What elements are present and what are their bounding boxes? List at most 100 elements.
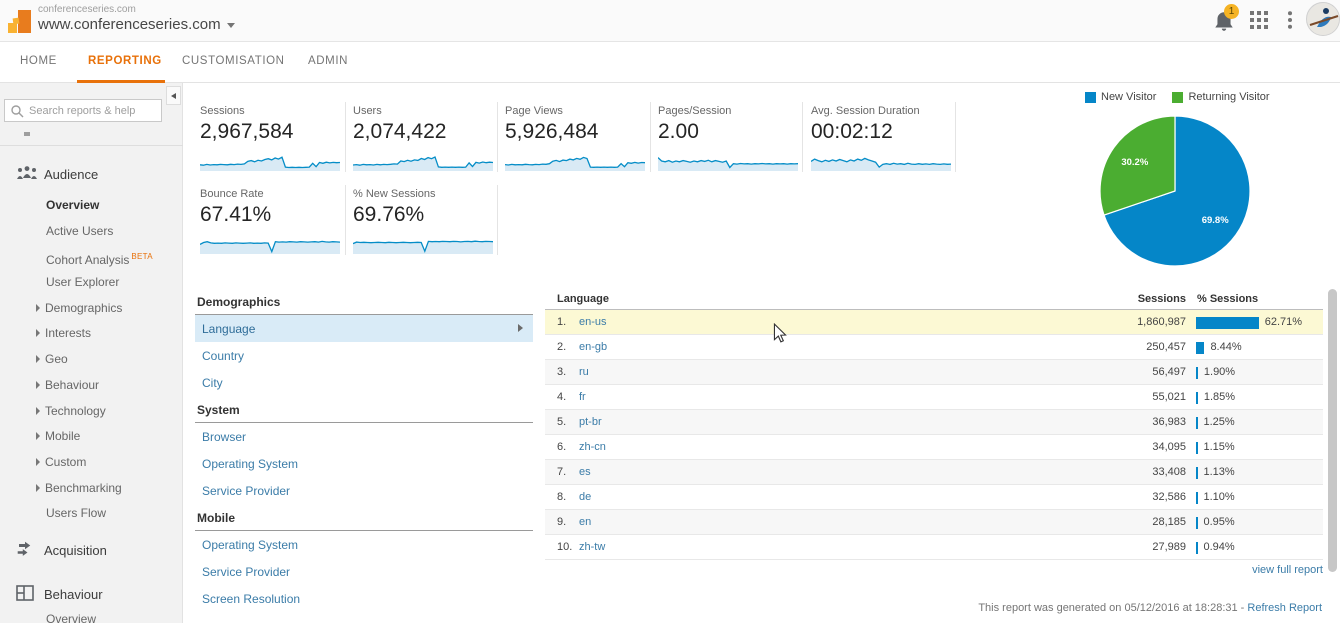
expand-arrow-icon [36, 406, 40, 415]
language-link[interactable]: zh-tw [579, 541, 606, 553]
pct-value: 1.85% [1203, 391, 1236, 403]
sidebar-item-geo[interactable]: Geo [0, 347, 183, 373]
sessions-value: 250,457 [1146, 341, 1186, 353]
acquisition-arrows-icon [17, 541, 31, 556]
table-row[interactable]: 1. en-us 1,860,987 62.71% [545, 310, 1323, 335]
sidebar-item-benchmarking[interactable]: Benchmarking [0, 476, 183, 502]
row-rank: 7. [557, 466, 567, 478]
sidebar-item-users-flow[interactable]: Users Flow [0, 501, 183, 527]
table-row[interactable]: 6. zh-cn 34,095 1.15% [545, 435, 1323, 460]
tab-reporting[interactable]: REPORTING [88, 55, 162, 67]
card-separator [497, 102, 498, 172]
sidebar-section-behaviour[interactable]: Behaviour [0, 585, 183, 605]
language-link[interactable]: zh-cn [579, 441, 606, 453]
sessions-bar [1196, 541, 1198, 554]
metric-card-pages-session[interactable]: Pages/Session 2.00 [658, 105, 803, 171]
property-selector[interactable]: www.conferenceseries.com [38, 16, 235, 33]
refresh-report-link[interactable]: Refresh Report [1247, 602, 1322, 614]
metric-label: Page Views [505, 105, 563, 117]
sessions-bar [1196, 466, 1198, 479]
sidebar-item-custom[interactable]: Custom [0, 450, 183, 476]
sessions-bar [1196, 491, 1198, 504]
sessions-bar [1196, 441, 1198, 454]
table-row[interactable]: 8. de 32,586 1.10% [545, 485, 1323, 510]
metric-label: Bounce Rate [200, 188, 264, 200]
tab-home[interactable]: HOME [20, 55, 57, 67]
table-row[interactable]: 4. fr 55,021 1.85% [545, 385, 1323, 410]
table-row[interactable]: 5. pt-br 36,983 1.25% [545, 410, 1323, 435]
sessions-value: 28,185 [1152, 516, 1186, 528]
sidebar-item-overview[interactable]: Overview [0, 193, 183, 219]
metric-card-new-sessions[interactable]: % New Sessions 69.76% [353, 188, 498, 254]
metric-card-sessions[interactable]: Sessions 2,967,584 [200, 105, 345, 171]
language-link[interactable]: en-gb [579, 341, 608, 353]
sessions-bar [1196, 416, 1198, 429]
metric-card-page-views[interactable]: Page Views 5,926,484 [505, 105, 650, 171]
table-row[interactable]: 2. en-gb 250,457 8.44% [545, 335, 1323, 360]
svg-text:30.2%: 30.2% [1121, 157, 1148, 168]
sidebar-item-label: Active Users [46, 223, 114, 238]
table-row[interactable]: 7. es 33,408 1.13% [545, 460, 1323, 485]
sessions-sparkline [200, 156, 340, 171]
menu-item-screen-resolution[interactable]: Screen Resolution [202, 592, 301, 606]
sidebar-section-acquisition[interactable]: Acquisition [0, 541, 183, 561]
apps-grid-icon[interactable] [1250, 11, 1268, 29]
table-row[interactable]: 10. zh-tw 27,989 0.94% [545, 535, 1323, 560]
sessions-value: 56,497 [1152, 366, 1186, 378]
language-link[interactable]: de [579, 491, 592, 503]
menu-item-mobile-service-provider[interactable]: Service Provider [202, 565, 291, 579]
avg-duration-sparkline [811, 157, 951, 171]
language-link[interactable]: es [579, 466, 591, 478]
view-full-report-link[interactable]: view full report [1252, 564, 1323, 576]
language-link[interactable]: fr [579, 391, 586, 403]
table-row[interactable]: 9. en 28,185 0.95% [545, 510, 1323, 535]
row-rank: 5. [557, 416, 567, 428]
users-sparkline [353, 156, 493, 171]
tab-admin[interactable]: ADMIN [308, 55, 349, 67]
metric-card-avg-session-duration[interactable]: Avg. Session Duration 00:02:12 [811, 105, 956, 171]
sidebar-item-user-explorer[interactable]: User Explorer [0, 270, 183, 296]
language-link[interactable]: en-us [579, 316, 607, 328]
language-link[interactable]: ru [579, 366, 589, 378]
sidebar-item-label: Behaviour [45, 377, 100, 392]
menu-item-mobile-operating-system[interactable]: Operating System [202, 538, 299, 552]
sidebar-item-technology[interactable]: Technology [0, 399, 183, 425]
svg-text:69.8%: 69.8% [1202, 215, 1229, 226]
vertical-scrollbar[interactable] [1328, 289, 1337, 572]
sidebar-item-demographics[interactable]: Demographics [0, 296, 183, 322]
menu-item-country[interactable]: Country [202, 349, 245, 363]
report-footer: This report was generated on 05/12/2016 … [978, 602, 1322, 614]
table-row[interactable]: 3. ru 56,497 1.90% [545, 360, 1323, 385]
sidebar-section-audience[interactable]: Audience [0, 165, 183, 185]
menu-group-demographics: Demographics [195, 288, 533, 315]
search-input[interactable] [29, 101, 159, 120]
metric-card-users[interactable]: Users 2,074,422 [353, 105, 498, 171]
row-rank: 2. [557, 341, 567, 353]
google-analytics-logo-icon [8, 10, 31, 33]
language-link[interactable]: en [579, 516, 592, 528]
expand-arrow-icon [36, 457, 40, 466]
sidebar-item-cohort-analysis[interactable]: Cohort Analysis BETA [0, 244, 183, 270]
sidebar-item-active-users[interactable]: Active Users [0, 219, 183, 245]
menu-item-operating-system[interactable]: Operating System [202, 457, 299, 471]
beta-badge: BETA [131, 252, 153, 262]
menu-item-browser[interactable]: Browser [202, 430, 247, 444]
sidebar-item-behaviour-overview[interactable]: Overview [46, 612, 97, 626]
sessions-value: 55,021 [1152, 391, 1186, 403]
more-options-kebab-icon[interactable] [1287, 11, 1293, 29]
sidebar-item-mobile[interactable]: Mobile [0, 424, 183, 450]
avatar[interactable] [1306, 2, 1340, 36]
sidebar-item-interests[interactable]: Interests [0, 321, 183, 347]
card-separator [345, 102, 346, 172]
menu-group-mobile: Mobile [195, 504, 533, 531]
sidebar-item-behaviour[interactable]: Behaviour [0, 373, 183, 399]
metric-card-bounce-rate[interactable]: Bounce Rate 67.41% [200, 188, 345, 254]
sidebar-collapse-button[interactable] [166, 86, 181, 105]
visitors-pie-chart[interactable]: 69.8% 30.2% [1097, 107, 1255, 275]
tab-customisation[interactable]: CUSTOMISATION [182, 55, 285, 67]
menu-item-city[interactable]: City [202, 376, 223, 390]
menu-item-language[interactable]: Language [195, 315, 533, 342]
language-link[interactable]: pt-br [579, 416, 602, 428]
legend-label: New Visitor [1101, 91, 1157, 103]
menu-item-service-provider[interactable]: Service Provider [202, 484, 291, 498]
